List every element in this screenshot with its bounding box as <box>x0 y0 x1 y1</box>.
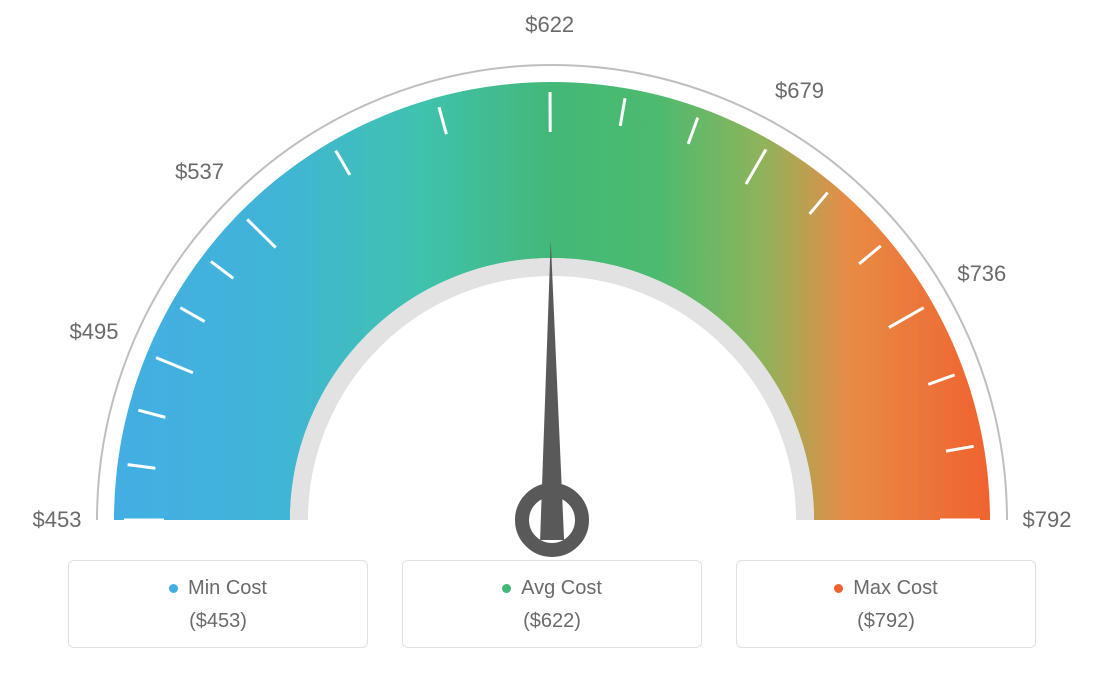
legend-label-max: Max Cost <box>853 577 937 600</box>
legend-title-min: Min Cost <box>169 577 267 600</box>
dot-icon <box>834 584 843 593</box>
gauge-tick-label: $792 <box>1023 507 1072 533</box>
gauge-tick-label: $736 <box>957 261 1006 287</box>
legend-label-min: Min Cost <box>188 577 267 600</box>
legend-row: Min Cost ($453) Avg Cost ($622) Max Cost… <box>0 560 1104 648</box>
legend-card-max: Max Cost ($792) <box>736 560 1036 648</box>
legend-title-max: Max Cost <box>834 577 937 600</box>
legend-value-avg: ($622) <box>403 610 701 633</box>
legend-title-avg: Avg Cost <box>502 577 602 600</box>
gauge-tick-label: $622 <box>525 12 574 38</box>
gauge-svg <box>0 0 1104 560</box>
legend-value-max: ($792) <box>737 610 1035 633</box>
gauge-tick-label: $537 <box>175 159 224 185</box>
dot-icon <box>502 584 511 593</box>
gauge-tick-label: $679 <box>775 78 824 104</box>
legend-card-min: Min Cost ($453) <box>68 560 368 648</box>
gauge-tick-label: $453 <box>33 507 82 533</box>
legend-label-avg: Avg Cost <box>521 577 602 600</box>
dot-icon <box>169 584 178 593</box>
gauge-chart: $453 $495 $537 $622 $679 $736 $792 <box>0 0 1104 560</box>
gauge-tick-label: $495 <box>70 319 119 345</box>
legend-value-min: ($453) <box>69 610 367 633</box>
legend-card-avg: Avg Cost ($622) <box>402 560 702 648</box>
